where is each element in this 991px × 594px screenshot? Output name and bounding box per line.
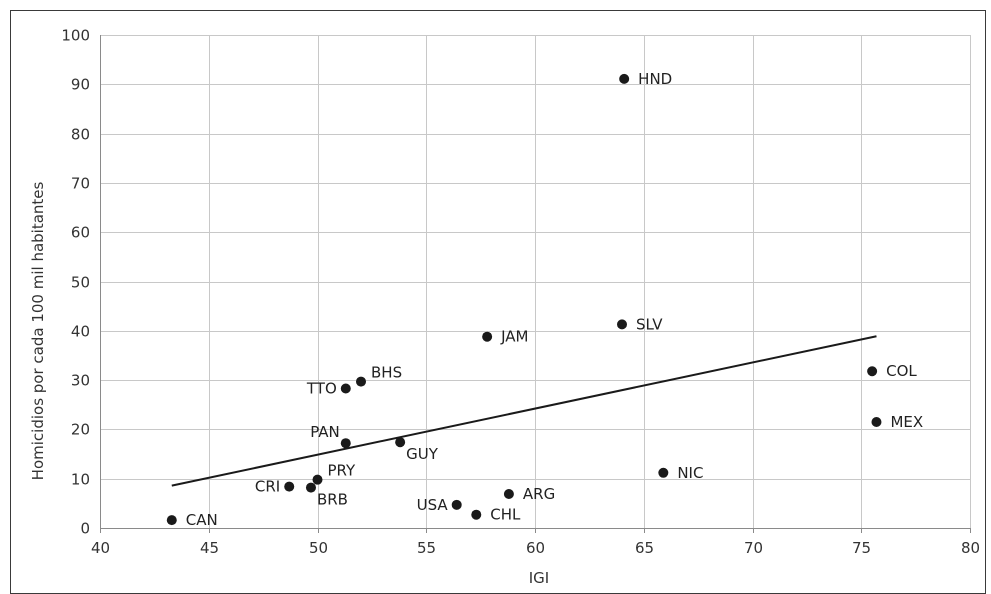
y-tick-label: 90	[71, 76, 90, 94]
point-label: CRI	[255, 478, 280, 496]
data-point	[305, 482, 316, 493]
data-point	[658, 467, 669, 478]
x-tick-label: 75	[852, 539, 871, 557]
data-point	[451, 499, 462, 510]
point-label: GUY	[406, 445, 439, 463]
data-point	[340, 383, 351, 394]
data-point	[312, 474, 323, 485]
data-point	[617, 319, 627, 330]
data-point	[395, 437, 406, 448]
data-point	[619, 73, 630, 84]
x-axis-label: IGI	[529, 569, 549, 587]
x-tick-label: 65	[635, 539, 654, 557]
point-label: USA	[417, 496, 449, 514]
y-tick-label: 40	[71, 323, 90, 341]
point-label: PRY	[328, 462, 357, 480]
point-label: NIC	[677, 464, 703, 482]
point-labels: CAN CRI BRB PRY PAN TTO BHS GUY USA CHL JAM ARG SLV H…	[186, 70, 923, 529]
point-label: CAN	[186, 511, 218, 529]
point-label: SLV	[636, 315, 663, 333]
x-tick-label: 55	[417, 539, 436, 557]
x-tick-label: 60	[526, 539, 545, 557]
point-label: COL	[886, 362, 917, 380]
x-tick-label: 80	[961, 539, 980, 557]
point-label: HND	[638, 70, 672, 88]
data-points	[166, 73, 882, 526]
data-point	[166, 515, 177, 526]
point-label: ARG	[523, 485, 555, 503]
trendline-group	[171, 335, 877, 487]
point-label: CHL	[490, 506, 521, 524]
data-point	[471, 509, 482, 520]
data-point	[503, 488, 514, 499]
tick-labels: 0 10 20 30 40 50 60 70 80 90 100 40 45 50 55 60 65 70 75 80	[61, 27, 980, 558]
point-label: TTO	[306, 379, 337, 397]
y-tick-label: 20	[71, 421, 90, 439]
data-point	[356, 376, 366, 387]
y-tick-label: 0	[80, 520, 90, 538]
trendline	[171, 335, 877, 487]
y-axis-label: Homicidios por cada 100 mil habitantes	[29, 181, 47, 480]
point-label: JAM	[500, 328, 528, 346]
x-tick-label: 40	[91, 539, 110, 557]
y-tick-label: 80	[71, 126, 90, 144]
y-tick-label: 70	[71, 175, 90, 193]
point-label: BHS	[371, 364, 402, 382]
data-point	[871, 417, 882, 428]
x-tick-label: 45	[200, 539, 219, 557]
x-tick-label: 70	[744, 539, 763, 557]
y-tick-label: 50	[71, 274, 90, 292]
y-tick-label: 60	[71, 224, 90, 242]
data-point	[284, 481, 295, 492]
grid-lines	[100, 35, 971, 528]
data-point	[340, 438, 351, 449]
y-tick-label: 10	[71, 471, 90, 489]
y-tick-label: 30	[71, 372, 90, 390]
y-tick-label: 100	[61, 27, 90, 45]
axes	[100, 35, 971, 533]
point-label: BRB	[317, 491, 348, 509]
point-label: MEX	[890, 413, 923, 431]
data-point	[482, 331, 493, 342]
point-label: PAN	[310, 423, 340, 441]
x-tick-label: 50	[309, 539, 328, 557]
data-point	[867, 366, 878, 377]
